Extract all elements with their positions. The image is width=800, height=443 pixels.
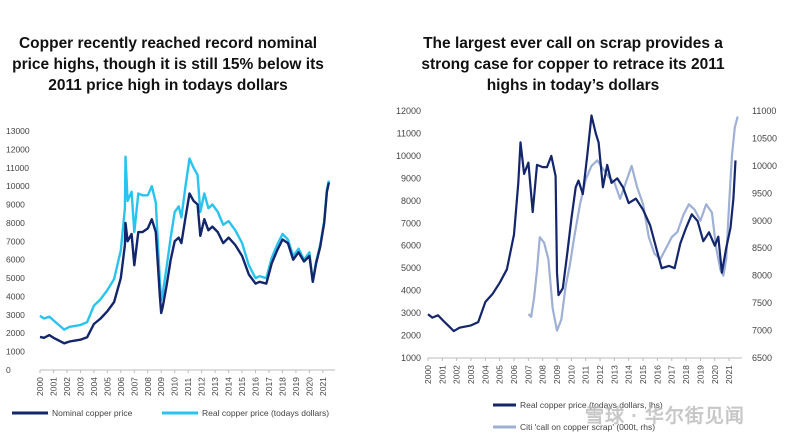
left-chart-title: Copper recently reached record nominal p… [12, 35, 324, 94]
right-x-tick-label: 2005 [495, 365, 505, 384]
left-x-tick-label: 2002 [62, 377, 72, 396]
right-y-tick-label: 11000 [397, 128, 421, 138]
right-y-tick-label: 2000 [401, 331, 421, 341]
right-x-tick-label: 2021 [724, 365, 734, 384]
left-x-tick-label: 2009 [156, 377, 166, 396]
left-x-tick-label: 2015 [237, 377, 247, 396]
right-y2-tick-label: 10500 [752, 133, 777, 143]
left-x-tick-label: 2017 [264, 377, 274, 396]
right-x-tick-label: 2003 [466, 365, 476, 384]
left-y-tick-label: 2000 [6, 328, 25, 338]
right-x-tick-label: 2006 [509, 365, 519, 384]
right-y-tick-label: 8000 [401, 196, 421, 206]
left-y-tick-label: 3000 [6, 310, 25, 320]
right-y-tick-label: 10000 [396, 151, 421, 161]
left-y-tick-label: 4000 [6, 291, 25, 301]
right-y2-tick-label: 7000 [752, 326, 772, 336]
right-y2-tick-label: 6500 [752, 353, 772, 363]
right-x-tick-label: 2001 [437, 365, 447, 384]
left-y-tick-label: 6000 [6, 255, 25, 265]
left-x-tick-label: 2016 [251, 377, 261, 396]
watermark: 雪球 · 华尔街见闻 [585, 406, 745, 427]
left-y-tick-label: 13000 [6, 126, 30, 136]
left-y-tick-label: 11000 [6, 163, 29, 173]
right-x-tick-label: 2013 [609, 365, 619, 384]
left-x-tick-label: 2020 [304, 377, 314, 396]
right-x-tick-label: 2014 [624, 365, 634, 384]
right-y-tick-label: 12000 [396, 106, 421, 116]
right-x-tick-label: 2011 [581, 365, 591, 384]
right-x-tick-label: 2012 [595, 365, 605, 384]
left-y-tick-label: 12000 [6, 144, 30, 154]
right-series-real-line [427, 114, 737, 333]
right-y-tick-label: 3000 [401, 308, 421, 318]
right-y-tick-label: 5000 [401, 263, 421, 273]
right-y-tick-label: 9000 [401, 173, 421, 183]
right-y-tick-label: 6000 [401, 241, 421, 251]
right-y2-tick-label: 8000 [752, 271, 772, 281]
right-x-tick-label: 2019 [695, 365, 705, 384]
left-y-tick-label: 8000 [6, 218, 25, 228]
left-series-nominal-line [39, 182, 331, 345]
left-x-tick-label: 2018 [277, 377, 287, 396]
right-x-tick-label: 2009 [552, 365, 562, 384]
left-y-tick-label: 1000 [6, 347, 25, 357]
right-y2-tick-label: 9500 [752, 188, 772, 198]
left-series-real-line [39, 155, 331, 331]
right-x-tick-label: 2017 [667, 365, 677, 384]
right-y-tick-label: 1000 [401, 353, 421, 363]
left-x-tick-label: 2012 [197, 377, 207, 396]
right-y2-tick-label: 8500 [752, 243, 772, 253]
left-x-tick-label: 2010 [170, 377, 180, 396]
right-y-tick-label: 7000 [401, 218, 421, 228]
right-legend-label: Real copper price (todays dollars, lhs) [520, 400, 663, 410]
left-x-tick-label: 2006 [116, 377, 126, 396]
right-x-tick-label: 2020 [710, 365, 720, 384]
right-chart-title: The largest ever call on scrap provides … [421, 35, 725, 94]
right-x-tick-label: 2004 [480, 365, 490, 384]
right-y2-tick-label: 7500 [752, 298, 772, 308]
right-y2-tick-label: 11000 [752, 106, 776, 116]
right-y2-tick-label: 10000 [752, 161, 777, 171]
right-x-tick-label: 2008 [538, 365, 548, 384]
left-x-tick-label: 2011 [183, 377, 193, 396]
left-x-tick-label: 2021 [318, 377, 328, 396]
left-legend-label: Nominal copper price [52, 408, 133, 418]
right-x-tick-label: 2002 [452, 365, 462, 384]
left-x-tick-label: 2005 [102, 377, 112, 396]
right-x-tick-label: 2010 [566, 365, 576, 384]
left-x-tick-label: 2014 [224, 377, 234, 396]
left-y-tick-label: 0 [6, 365, 11, 375]
left-x-tick-label: 2019 [291, 377, 301, 396]
left-x-tick-label: 2008 [143, 377, 153, 396]
left-x-tick-label: 2000 [35, 377, 45, 396]
left-y-tick-label: 9000 [6, 200, 25, 210]
right-x-tick-label: 2015 [638, 365, 648, 384]
right-y2-tick-label: 9000 [752, 216, 772, 226]
left-y-tick-label: 7000 [6, 236, 25, 246]
left-y-tick-label: 10000 [6, 181, 30, 191]
right-x-tick-label: 2007 [523, 365, 533, 384]
left-x-tick-label: 2001 [48, 377, 58, 396]
right-y-tick-label: 4000 [401, 286, 421, 296]
right-series-scrap-line [527, 116, 739, 332]
left-x-tick-label: 2004 [89, 377, 99, 396]
left-x-tick-label: 2013 [210, 377, 220, 396]
left-x-tick-label: 2003 [75, 377, 85, 396]
left-legend-label: Real copper price (todays dollars) [202, 408, 329, 418]
right-x-tick-label: 2016 [652, 365, 662, 384]
right-x-tick-label: 2000 [423, 365, 433, 384]
left-y-tick-label: 5000 [6, 273, 25, 283]
left-x-tick-label: 2007 [129, 377, 139, 396]
right-legend-label: Citi 'call on copper scrap' (000t, rhs) [520, 422, 655, 432]
right-x-tick-label: 2018 [681, 365, 691, 384]
